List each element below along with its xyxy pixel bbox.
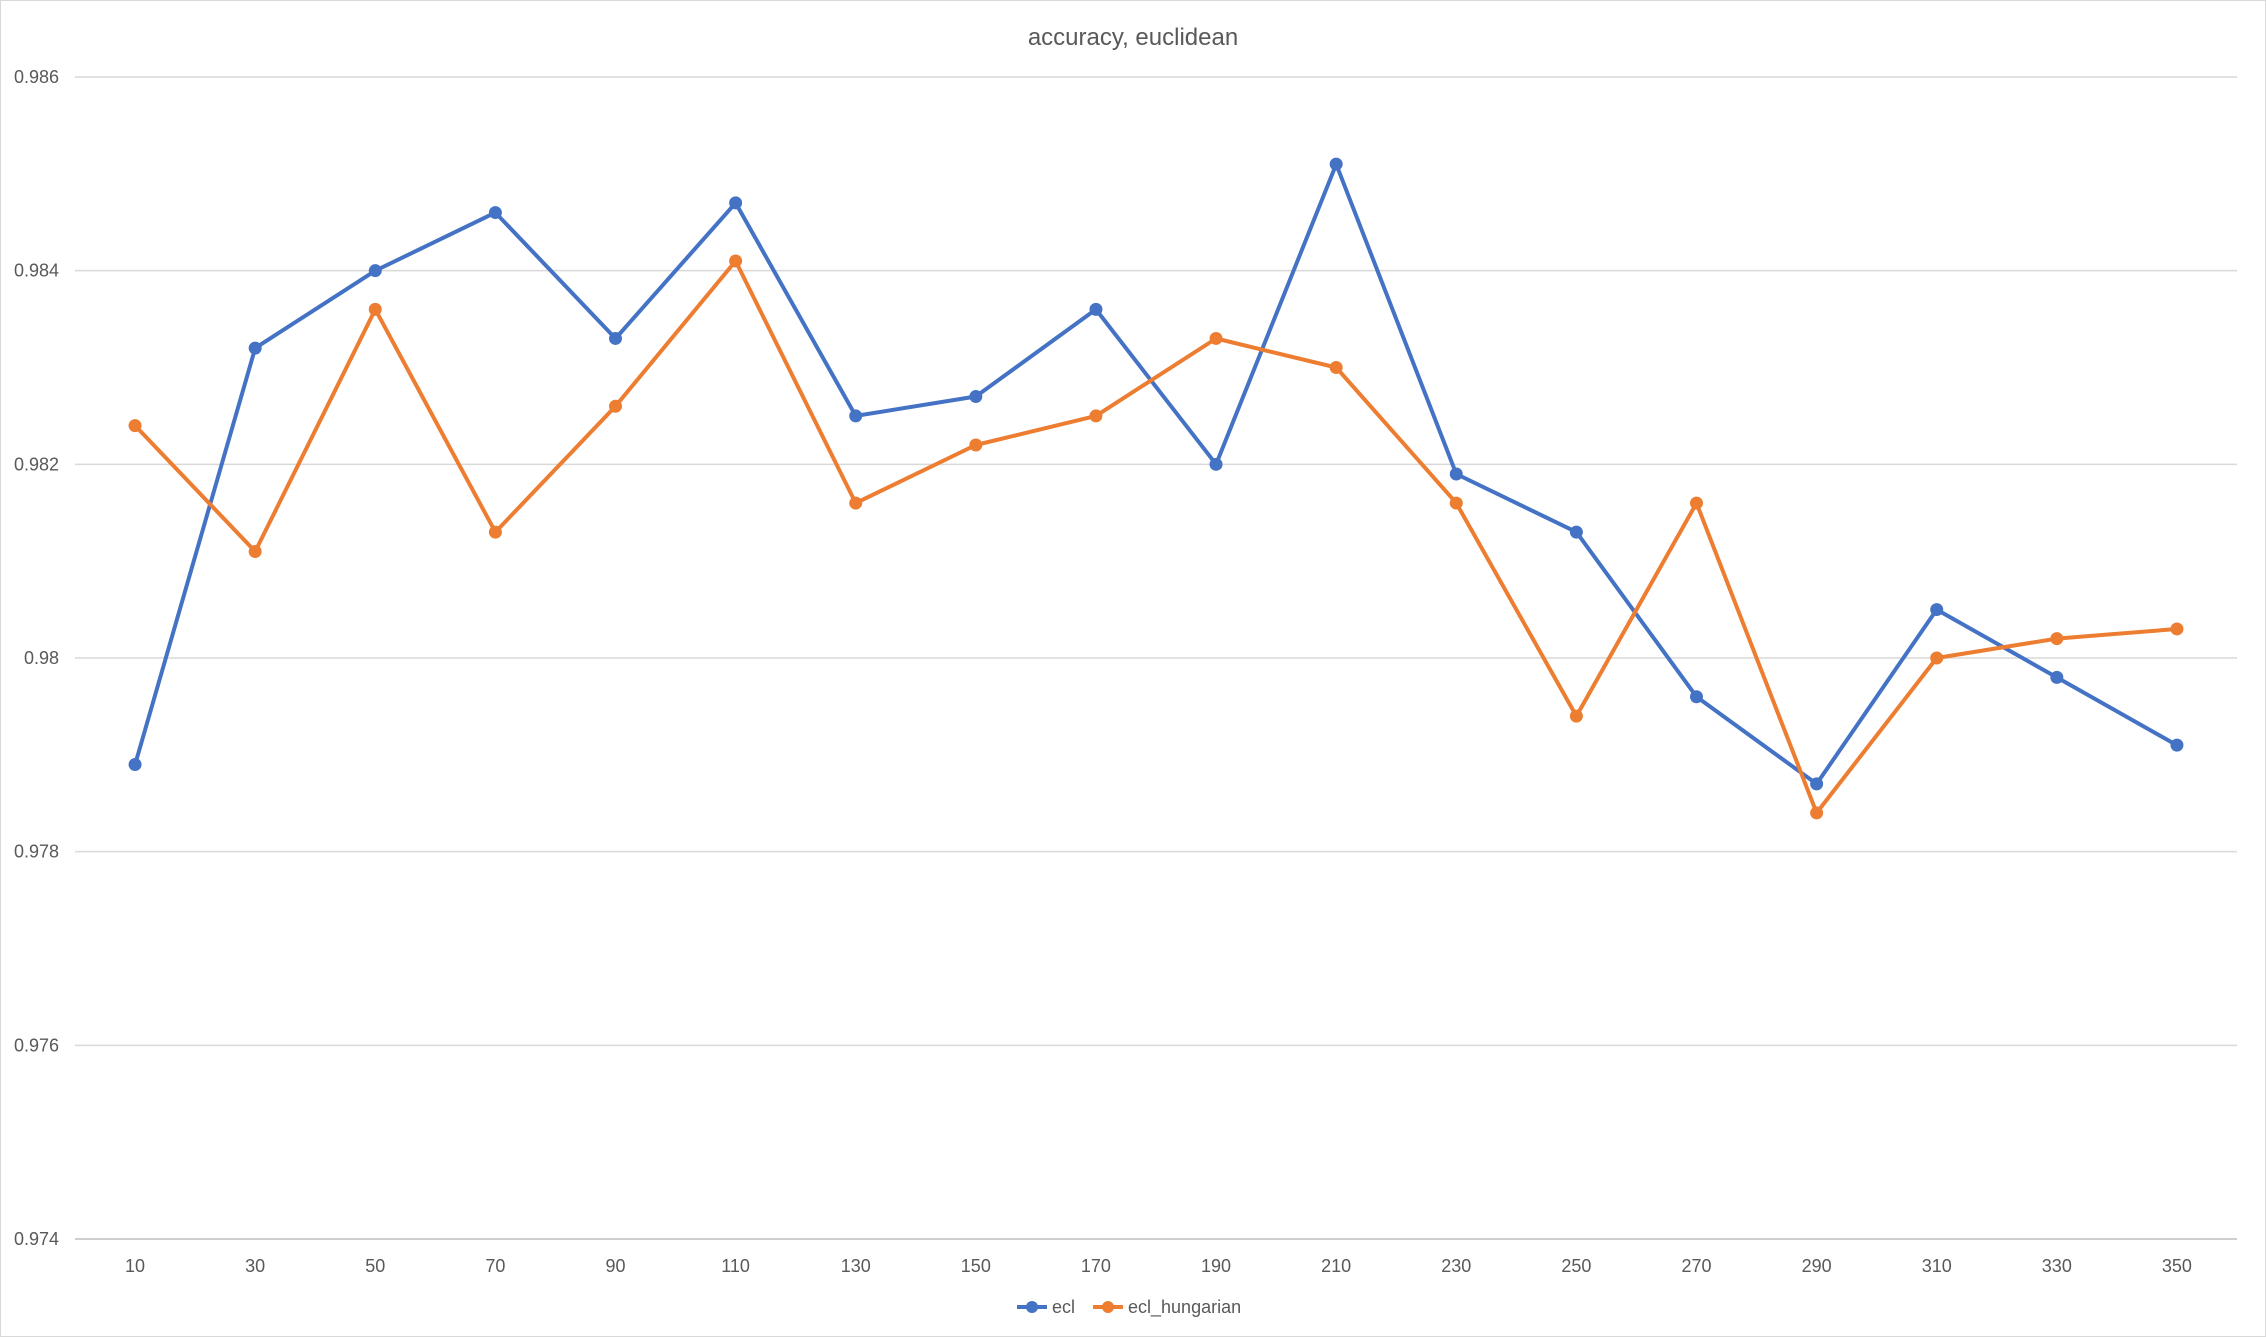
x-tick-label: 270 [1681,1256,1711,1276]
data-point-ecl_hungarian [1569,709,1583,723]
data-point-ecl [1089,302,1103,316]
series-line-ecl_hungarian [133,259,2179,815]
x-tick-label: 70 [485,1256,505,1276]
data-point-ecl [609,331,622,345]
data-point-ecl [1690,690,1703,704]
legend-label: ecl_hungarian [1128,1297,1241,1318]
data-point-ecl_hungarian [248,544,262,558]
data-point-ecl_hungarian [488,525,502,539]
x-tick-label: 210 [1321,1256,1351,1276]
data-point-ecl [1810,777,1824,791]
x-tick-label: 10 [125,1256,145,1276]
data-point-ecl_hungarian [1209,331,1223,345]
y-tick-label: 0.982 [14,454,59,474]
y-tick-label: 0.974 [14,1229,59,1249]
x-tick-label: 310 [1922,1256,1952,1276]
legend-item-ecl_hungarian: ecl_hungarian [1093,1297,1241,1318]
series-ecl_hungarian [128,254,2184,820]
x-tick-label: 290 [1802,1256,1832,1276]
x-tick-label: 30 [245,1256,265,1276]
data-point-ecl [248,341,262,355]
data-point-ecl [849,409,863,423]
legend-swatch-marker [1026,1301,1038,1313]
data-point-ecl [128,758,142,772]
x-tick-label: 230 [1441,1256,1471,1276]
data-point-ecl [1329,157,1343,171]
data-point-ecl [2170,738,2184,752]
data-point-ecl_hungarian [1690,496,1703,510]
y-tick-label: 0.978 [14,842,59,862]
data-point-ecl [2050,670,2064,684]
y-tick-label: 0.976 [14,1035,59,1055]
data-point-ecl_hungarian [969,438,983,452]
data-point-ecl_hungarian [729,254,743,268]
data-point-ecl_hungarian [1930,651,1944,665]
y-tick-label: 0.98 [24,648,59,668]
x-tick-label: 350 [2162,1256,2192,1276]
data-point-ecl_hungarian [128,419,142,433]
legend-swatch-marker [1102,1301,1115,1313]
data-point-ecl [1930,603,1944,617]
x-tick-label: 110 [721,1256,750,1276]
x-tick-label: 330 [2042,1256,2072,1276]
gridlines [75,76,2237,1240]
x-tick-label: 250 [1561,1256,1591,1276]
legend-item-ecl: ecl [1017,1297,1075,1317]
data-point-ecl_hungarian [1329,361,1343,374]
data-point-ecl_hungarian [2050,632,2064,646]
legend-label: ecl [1052,1297,1075,1317]
legend: ecl ecl_hungarian [1017,1297,1241,1318]
x-tick-label: 190 [1201,1256,1231,1276]
series-ecl [128,157,2184,791]
data-point-ecl_hungarian [1089,409,1103,423]
data-point-ecl_hungarian [849,496,863,510]
data-point-ecl_hungarian [1449,496,1463,510]
data-point-ecl [729,196,743,210]
y-axis-tick-labels: 0.974 0.976 0.978 0.98 0.982 0.984 0.986 [14,67,59,1249]
data-point-ecl_hungarian [368,302,382,316]
y-tick-label: 0.984 [14,261,59,281]
x-tick-label: 90 [605,1256,625,1276]
data-point-ecl_hungarian [609,399,622,413]
data-point-ecl_hungarian [1810,806,1824,820]
x-tick-label: 170 [1081,1256,1111,1276]
data-point-ecl [969,390,983,404]
data-point-ecl [1449,467,1463,481]
series-line-ecl [133,162,2179,786]
data-point-ecl [1569,525,1583,539]
y-tick-label: 0.986 [14,67,59,87]
x-tick-label: 50 [365,1256,385,1276]
data-point-ecl_hungarian [2170,622,2184,636]
x-tick-label: 150 [961,1256,991,1276]
data-point-ecl [1209,457,1223,471]
data-point-ecl [488,206,502,220]
chart-title: accuracy, euclidean [1028,24,1238,51]
data-point-ecl [368,264,382,278]
series-lines [128,157,2184,820]
x-axis-tick-labels: 10 30 50 70 90 110 130 150 170 190 210 230 250 270 290… [125,1256,2192,1276]
x-tick-label: 130 [841,1256,871,1276]
